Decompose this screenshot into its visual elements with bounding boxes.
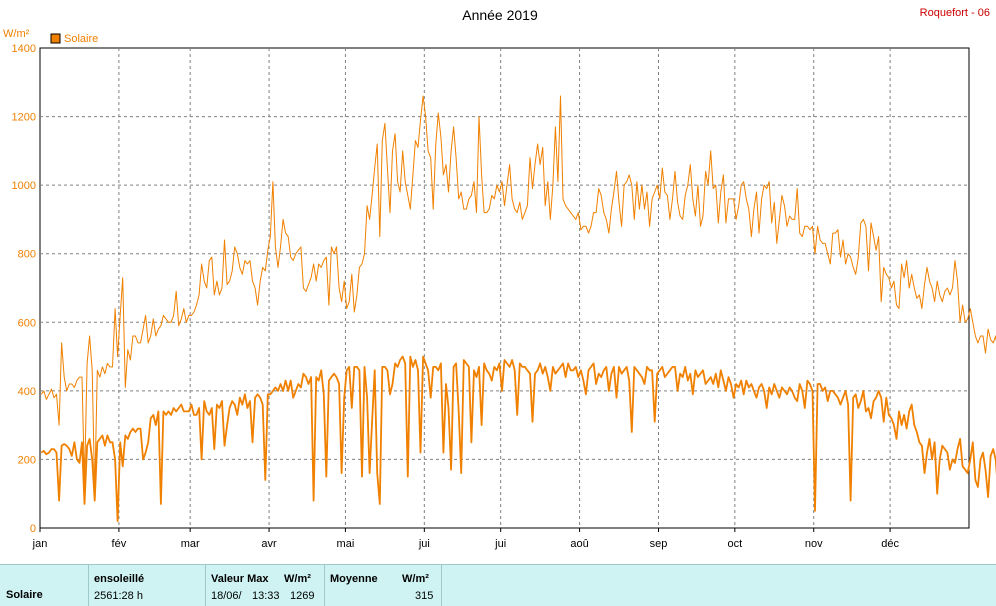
- legend-label: Solaire: [64, 33, 98, 45]
- y-tick-label: 1000: [12, 180, 36, 192]
- max-value-cell: Valeur Max W/m² 18/06/ 13:33 1269: [206, 565, 325, 606]
- series-line-solar-max: [40, 95, 996, 495]
- x-tick-label: déc: [881, 538, 899, 550]
- series-line-solar-mean: [40, 355, 996, 522]
- x-tick-label: avr: [261, 538, 277, 550]
- series-group: [40, 95, 996, 522]
- sunshine-cell: ensoleillé 2561:28 h: [89, 565, 206, 606]
- x-tick-label: fév: [112, 538, 127, 550]
- max-time: 13:33: [252, 590, 280, 602]
- mean-cell: Moyenne W/m² 315: [325, 565, 442, 606]
- x-tick-label: mar: [181, 538, 200, 550]
- mean-unit: W/m²: [402, 573, 429, 585]
- grid: [40, 48, 969, 528]
- y-tick-label: 400: [18, 386, 36, 398]
- y-tick-label: 1200: [12, 112, 36, 124]
- summary-row-label-cell: Solaire: [0, 565, 89, 606]
- mean-header: Moyenne: [330, 573, 378, 585]
- y-tick-label: 0: [30, 523, 36, 535]
- max-date: 18/06/: [211, 590, 242, 602]
- summary-table: Solaire ensoleillé 2561:28 h Valeur Max …: [0, 564, 996, 606]
- sunshine-header: ensoleillé: [94, 573, 145, 585]
- y-tick-label: 200: [18, 454, 36, 466]
- x-tick-label: sep: [650, 538, 668, 550]
- max-unit: W/m²: [284, 573, 311, 585]
- mean-value: 315: [415, 590, 434, 602]
- chart-title: Année 2019: [462, 7, 538, 23]
- y-tick-label: 600: [18, 317, 36, 329]
- y-axis-unit: W/m²: [3, 28, 30, 40]
- x-tick-label: aoû: [570, 538, 588, 550]
- max-header: Valeur Max: [211, 573, 269, 585]
- x-tick-label: jui: [494, 538, 506, 550]
- chart: 0 200 400 600 800 1000 1200 1400 jan fév mar avr mai…: [3, 7, 996, 550]
- x-tick-label: oct: [727, 538, 742, 550]
- max-value: 1269: [290, 590, 315, 602]
- x-tick-label: jan: [32, 538, 48, 550]
- legend-swatch: [50, 33, 61, 44]
- y-tick-label: 1400: [12, 43, 36, 55]
- axes: 0 200 400 600 800 1000 1200 1400 jan fév mar avr mai…: [12, 43, 900, 550]
- sunshine-value: 2561:28 h: [94, 590, 143, 602]
- summary-row-label: Solaire: [6, 589, 43, 601]
- y-tick-label: 800: [18, 249, 36, 261]
- x-tick-label: jui: [418, 538, 430, 550]
- x-tick-label: nov: [805, 538, 823, 550]
- station-name: Roquefort - 06: [920, 7, 990, 19]
- x-tick-label: mai: [337, 538, 355, 550]
- plot-area: [39, 47, 970, 529]
